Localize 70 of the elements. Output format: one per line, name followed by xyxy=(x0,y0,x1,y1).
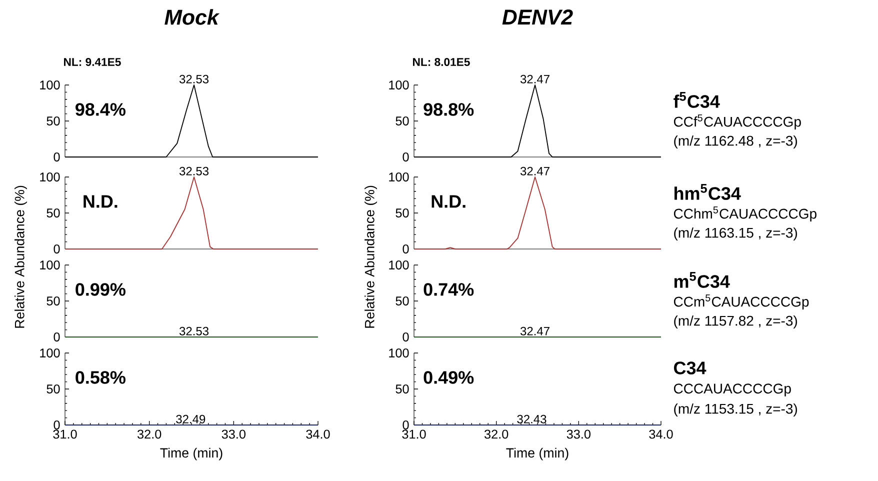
x-tick-label: 34.0 xyxy=(649,430,673,439)
chart-title: Mock xyxy=(164,9,220,25)
y-tick-label: 50 xyxy=(46,384,60,394)
y-tick-label: 100 xyxy=(40,80,60,90)
x-tick-label: 31.0 xyxy=(53,430,77,439)
x-tick-label: 33.0 xyxy=(222,430,246,439)
x-tick-label: 32.0 xyxy=(484,430,508,439)
annotation: 0.58% xyxy=(76,371,126,384)
annotation: 32.53 xyxy=(179,166,209,176)
y-tick-label: 0 xyxy=(402,420,409,430)
y-tick-label: 0 xyxy=(54,244,60,254)
y-tick-label: 100 xyxy=(389,172,409,182)
y-tick-label: 50 xyxy=(46,208,60,218)
y-tick-label: 100 xyxy=(389,260,409,270)
annotation: 98.8% xyxy=(424,103,474,116)
text: m$^{5}$C34 xyxy=(674,272,730,288)
y-tick-label: 0 xyxy=(54,332,60,342)
y-tick-label: 0 xyxy=(402,152,409,162)
annotation: 0.74% xyxy=(424,283,474,296)
text: CCCAUACCCCGp xyxy=(674,384,791,396)
annotation: N.D. xyxy=(84,195,118,208)
x-tick-label: 33.0 xyxy=(566,430,590,439)
annotation: 0.99% xyxy=(76,283,126,296)
line-series xyxy=(64,176,318,250)
chart-subtitle: NL: 9.41E5 xyxy=(64,58,121,66)
y-tick-label: 50 xyxy=(396,208,409,218)
x-tick-label: 34.0 xyxy=(306,430,330,439)
text: (m/z 1157.82 , z=-3) xyxy=(674,315,797,329)
y-tick-label: 0 xyxy=(54,420,60,430)
annotation: 32.49 xyxy=(176,414,206,424)
x-axis-title: Time (min) xyxy=(160,448,222,460)
y-tick-label: 100 xyxy=(40,260,60,270)
y-tick-label: 100 xyxy=(389,348,409,358)
annotation: N.D. xyxy=(432,195,466,208)
annotation: 32.47 xyxy=(520,166,550,176)
x-axis-title: Time (min) xyxy=(506,448,568,460)
annotation: 32.53 xyxy=(179,74,209,84)
y-tick-label: 50 xyxy=(46,116,60,126)
text: (m/z 1162.48 , z=-3) xyxy=(674,135,797,149)
text: CCm$^{5}$CAUACCCCGp xyxy=(674,294,809,310)
annotation: 32.53 xyxy=(179,326,209,336)
text: f$^{5}$C34 xyxy=(674,92,720,108)
y-tick-label: 50 xyxy=(46,296,60,306)
y-tick-label: 50 xyxy=(396,384,409,394)
annotation: 32.43 xyxy=(517,414,546,424)
x-tick-label: 31.0 xyxy=(402,430,426,439)
y-tick-label: 0 xyxy=(402,244,409,254)
text: (m/z 1153.15 , z=-3) xyxy=(674,403,797,417)
y-tick-label: 50 xyxy=(396,296,409,306)
y-axis-title: Relative Abundance (%) xyxy=(364,186,377,328)
annotation: 32.47 xyxy=(520,74,550,84)
text: CCf$^{5}$CAUACCCCGp xyxy=(674,114,801,130)
y-tick-label: 100 xyxy=(389,80,409,90)
y-axis-title: Relative Abundance (%) xyxy=(14,186,27,328)
x-tick-label: 32.0 xyxy=(137,430,162,439)
text: (m/z 1163.15 , z=-3) xyxy=(674,227,797,241)
chart-title: DENV2 xyxy=(502,10,573,24)
y-tick-label: 50 xyxy=(396,116,409,126)
text: CChm$^{5}$CAUACCCCGp xyxy=(674,206,816,222)
chart-subtitle: NL: 8.01E5 xyxy=(413,58,470,66)
text: C34 xyxy=(674,362,706,374)
y-tick-label: 100 xyxy=(40,348,60,358)
text: hm$^{5}$C34 xyxy=(674,184,741,200)
annotation: 32.47 xyxy=(520,326,550,336)
annotation: 0.49% xyxy=(424,371,474,384)
y-tick-label: 0 xyxy=(402,332,409,342)
line-series xyxy=(414,176,662,250)
y-tick-label: 100 xyxy=(40,172,60,182)
y-tick-label: 0 xyxy=(54,152,60,162)
annotation: 98.4% xyxy=(76,103,126,116)
